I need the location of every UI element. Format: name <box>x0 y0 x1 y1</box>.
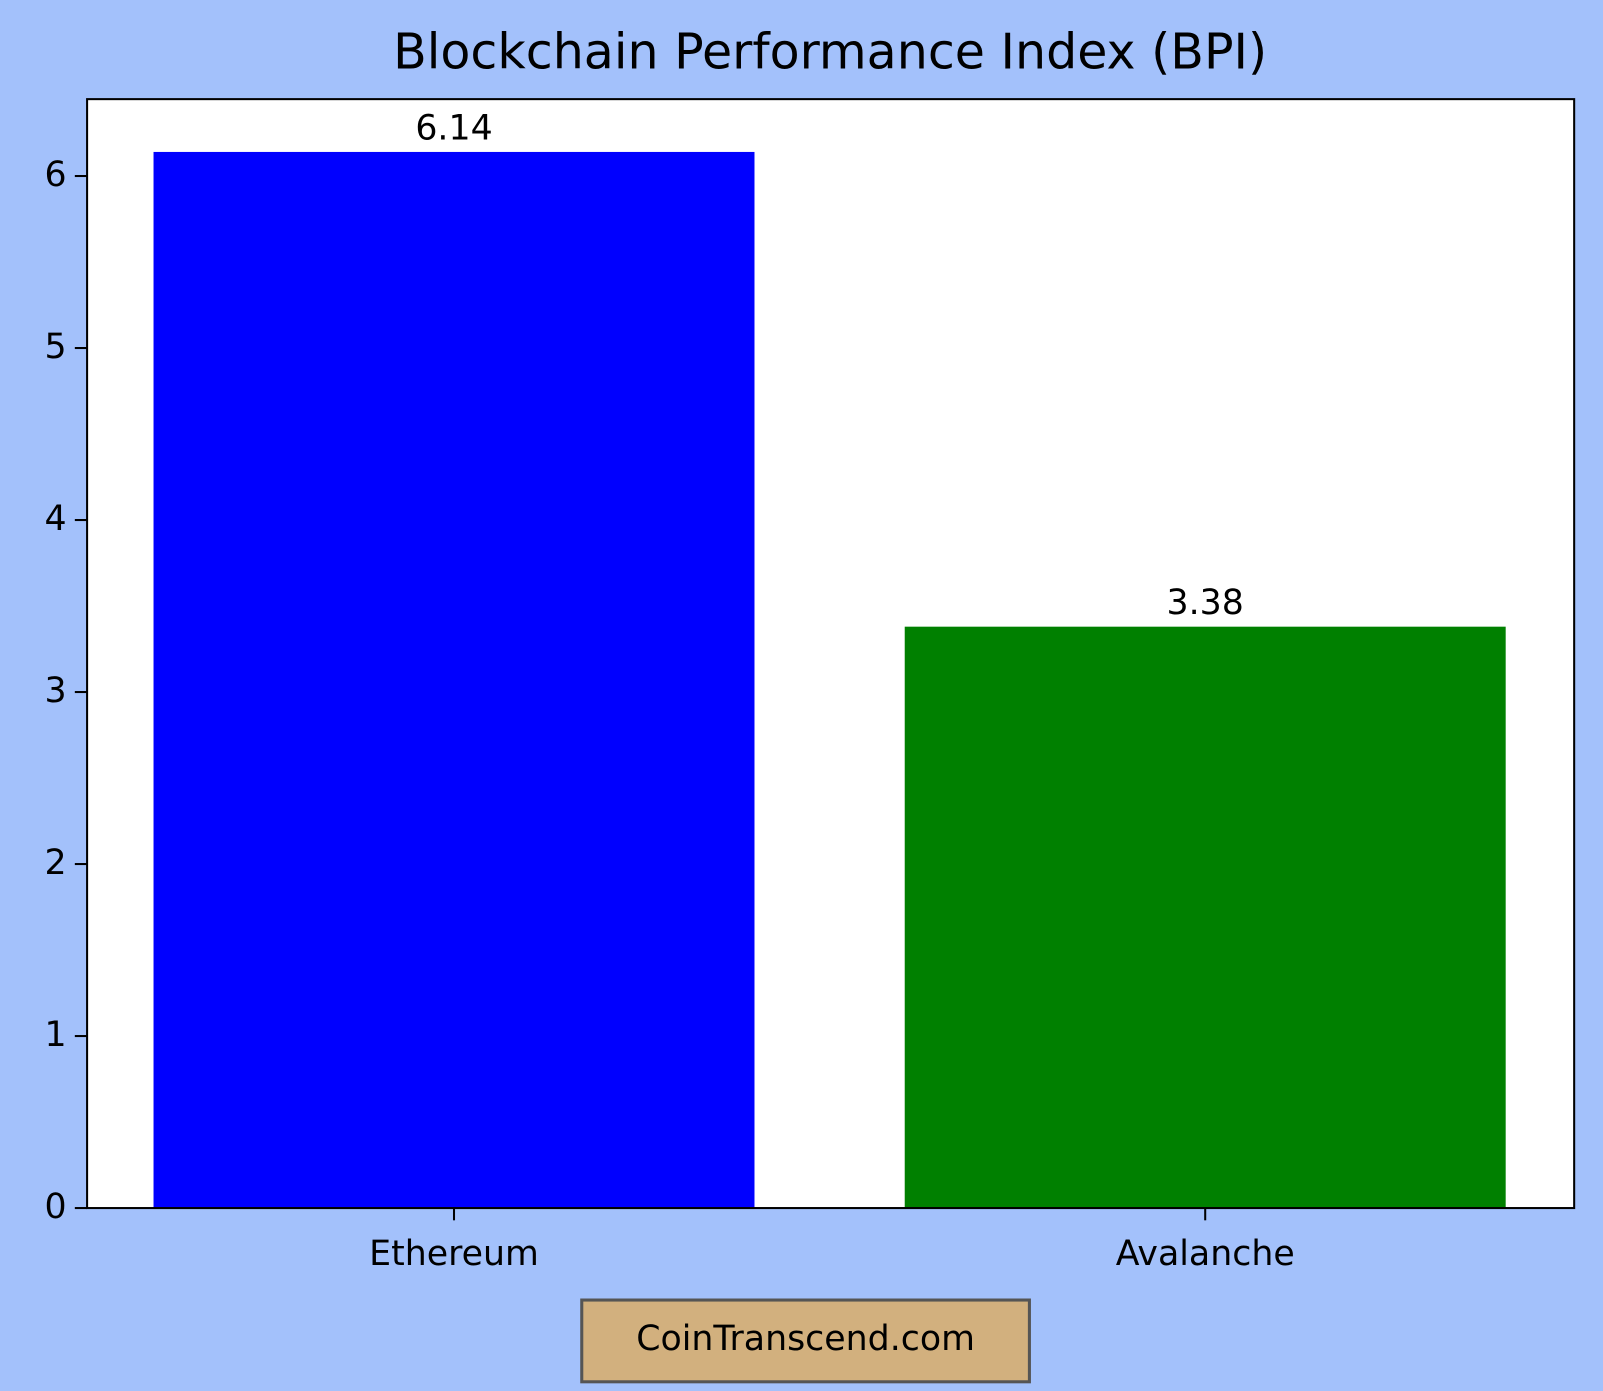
y-tick-label: 1 <box>45 1015 67 1055</box>
y-tick-label: 2 <box>45 843 67 883</box>
value-label: 3.38 <box>1167 583 1244 623</box>
watermark-box <box>580 1298 1031 1384</box>
y-tick-label: 6 <box>45 155 67 195</box>
plot-frame <box>86 98 1576 1210</box>
x-tick-label: Ethereum <box>369 1234 539 1274</box>
marks <box>153 151 1506 1209</box>
y-tick-label: 0 <box>45 1187 67 1227</box>
bar <box>904 626 1506 1209</box>
y-tick-label: 5 <box>45 327 67 367</box>
chart-title: Blockchain Performance Index (BPI) <box>393 23 1267 81</box>
y-tick-label: 3 <box>45 671 67 711</box>
x-tick-label: Avalanche <box>1116 1234 1295 1274</box>
watermark: CoinTranscend.com <box>636 1319 975 1359</box>
value-label: 6.14 <box>415 108 492 148</box>
y-tick-label: 4 <box>45 499 67 539</box>
bar <box>153 151 755 1209</box>
